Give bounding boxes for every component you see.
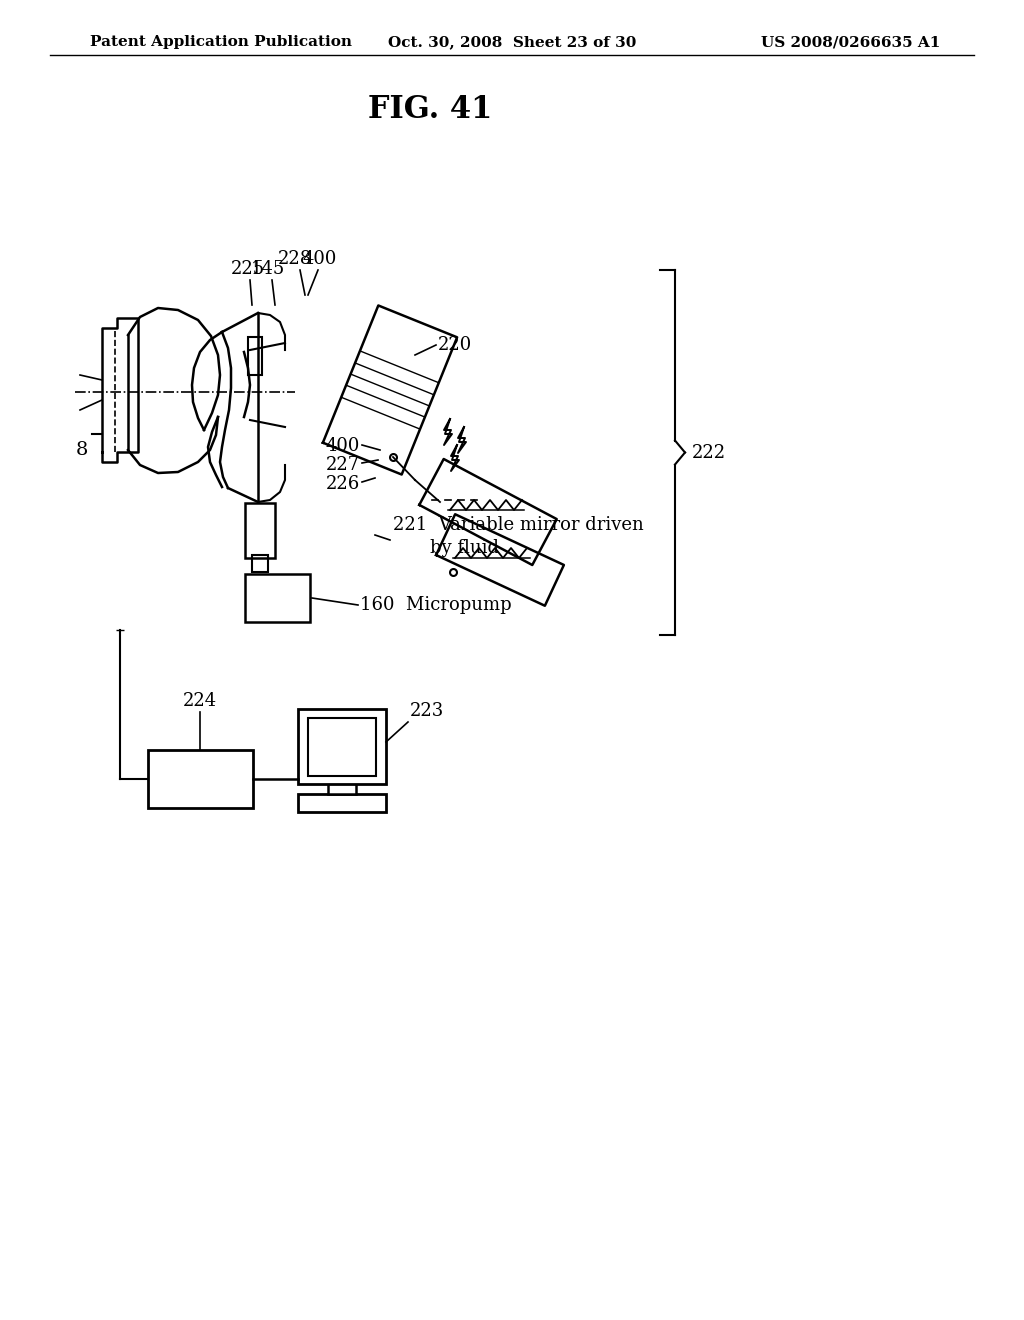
- Bar: [252, 554, 268, 572]
- Text: 220: 220: [438, 337, 472, 354]
- Text: 145: 145: [251, 260, 285, 279]
- Text: FIG. 41: FIG. 41: [368, 95, 493, 125]
- Text: by fluid: by fluid: [430, 539, 499, 557]
- Text: 225: 225: [231, 260, 265, 279]
- Bar: [148, 750, 253, 808]
- Text: 228: 228: [278, 249, 312, 268]
- Bar: [245, 574, 310, 622]
- Bar: [308, 718, 376, 776]
- Text: 222: 222: [692, 444, 726, 462]
- Bar: [248, 337, 262, 375]
- Text: 223: 223: [410, 702, 444, 719]
- Bar: [245, 503, 275, 558]
- Text: Oct. 30, 2008  Sheet 23 of 30: Oct. 30, 2008 Sheet 23 of 30: [388, 36, 636, 49]
- Text: 224: 224: [183, 692, 217, 710]
- Text: 400: 400: [326, 437, 360, 455]
- Bar: [328, 781, 356, 795]
- Text: 160  Micropump: 160 Micropump: [360, 597, 512, 614]
- Text: Patent Application Publication: Patent Application Publication: [90, 36, 352, 49]
- Text: 227: 227: [326, 455, 360, 474]
- Bar: [298, 795, 386, 812]
- Text: US 2008/0266635 A1: US 2008/0266635 A1: [761, 36, 940, 49]
- Text: 226: 226: [326, 475, 360, 492]
- Bar: [298, 709, 386, 784]
- Text: 8: 8: [76, 441, 88, 459]
- Text: 400: 400: [303, 249, 337, 268]
- Text: 221  Variable mirror driven: 221 Variable mirror driven: [393, 516, 644, 535]
